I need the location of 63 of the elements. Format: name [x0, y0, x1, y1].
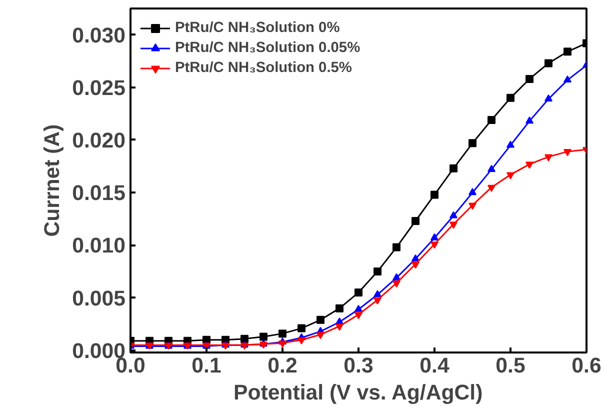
x-tick-label: 0.4	[420, 354, 450, 378]
point	[298, 337, 306, 344]
point	[544, 94, 552, 102]
point	[354, 304, 362, 312]
point	[564, 75, 572, 83]
point	[240, 334, 248, 343]
point	[412, 262, 420, 269]
point	[430, 242, 438, 249]
point	[506, 140, 514, 148]
x-axis-title: Potential (V vs. Ag/AgCl)	[233, 380, 483, 404]
point	[412, 217, 420, 225]
point	[544, 59, 552, 68]
point	[450, 211, 458, 218]
legend-label: PtRu/C NH₃Solution 0.5%	[175, 60, 352, 76]
point	[392, 273, 400, 280]
point	[564, 48, 572, 56]
point	[526, 74, 534, 83]
point	[374, 290, 382, 298]
point	[506, 94, 514, 102]
point	[278, 340, 286, 348]
point	[544, 154, 552, 162]
y-tick-label: 0.025	[72, 76, 126, 100]
legend-label: PtRu/C NH₃Solution 0%	[175, 20, 340, 36]
point	[488, 164, 496, 172]
y-tick-label: 0.005	[72, 286, 126, 310]
point	[316, 332, 324, 340]
point	[278, 330, 286, 338]
y-tick-label: 0.020	[72, 128, 126, 152]
point	[298, 324, 306, 332]
legend-label: PtRu/C NH₃Solution 0.05%	[175, 40, 360, 56]
point	[412, 254, 420, 262]
point	[468, 202, 476, 210]
point	[336, 324, 344, 331]
x-tick-label: 0.5	[496, 354, 526, 378]
x-tick-label: 0.1	[192, 354, 222, 378]
y-tick-label: 0.015	[72, 181, 126, 206]
point	[488, 116, 496, 124]
point	[430, 190, 438, 199]
y-tick-label: 0.010	[72, 234, 126, 258]
y-tick-label: 0.030	[72, 23, 126, 48]
point	[354, 288, 362, 297]
point	[526, 162, 534, 169]
x-tick-label: 0.2	[268, 354, 298, 378]
point	[526, 116, 534, 124]
point	[392, 280, 400, 288]
point	[374, 267, 382, 276]
point	[260, 332, 268, 341]
point	[488, 184, 496, 192]
x-tick-label: 0.3	[344, 354, 374, 378]
point	[450, 164, 458, 172]
point	[468, 139, 476, 148]
point	[468, 188, 476, 196]
point	[336, 304, 344, 312]
point	[392, 243, 400, 252]
point	[450, 222, 458, 229]
x-tick-label: 0.6	[572, 354, 602, 378]
point	[374, 297, 382, 304]
point	[506, 172, 514, 180]
point	[564, 149, 572, 156]
y-axis-title: Currnet (A)	[40, 124, 64, 237]
point	[316, 316, 324, 324]
point	[430, 233, 438, 240]
point	[354, 312, 362, 320]
